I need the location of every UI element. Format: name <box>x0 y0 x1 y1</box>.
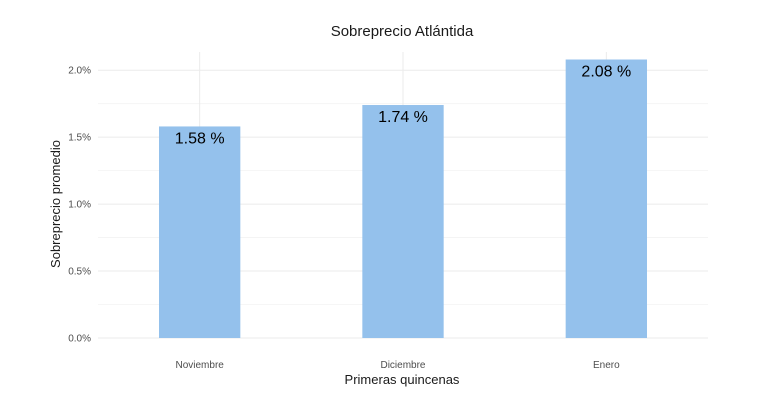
y-tick-label: 1.0% <box>68 200 91 211</box>
bar <box>362 105 444 338</box>
y-tick-label: 2.0% <box>68 66 91 77</box>
data-labels: 1.58 % 1.74 % 2.08 % <box>175 64 631 148</box>
y-tick-label: 0.5% <box>68 267 91 278</box>
x-tick-label: Enero <box>593 360 620 371</box>
x-axis-title: Primeras quincenas <box>345 372 460 387</box>
y-tick-label: 0.0% <box>68 334 91 345</box>
data-label: 1.58 % <box>175 130 225 147</box>
bar <box>159 126 241 338</box>
bar <box>565 59 647 338</box>
y-tick-label: 1.5% <box>68 133 91 144</box>
bars-group <box>159 59 647 338</box>
data-label: 1.74 % <box>378 109 428 126</box>
y-axis-title: Sobreprecio promedio <box>48 140 63 268</box>
data-label: 2.08 % <box>581 64 631 81</box>
x-tick-label: Diciembre <box>380 360 425 371</box>
x-tick-label: Noviembre <box>175 360 224 371</box>
chart-title: Sobreprecio Atlántida <box>331 23 474 40</box>
x-tick-labels: Noviembre Diciembre Enero <box>175 360 620 371</box>
y-tick-labels: 0.0% 0.5% 1.0% 1.5% 2.0% <box>68 66 91 345</box>
